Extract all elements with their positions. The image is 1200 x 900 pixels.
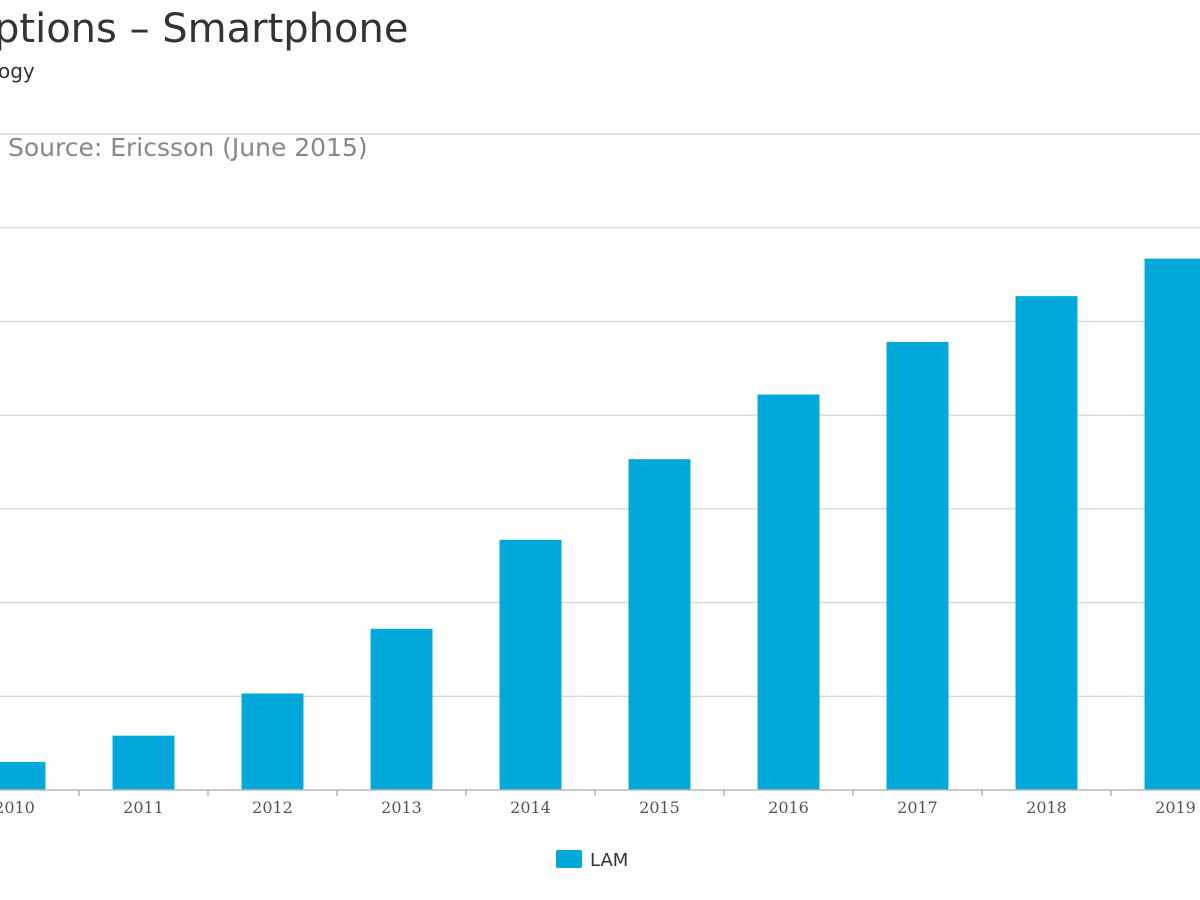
legend-label-lam: LAM <box>590 850 628 871</box>
legend[interactable]: LAM <box>556 850 628 871</box>
tick-label-2013: 2013 <box>381 798 422 817</box>
tick-label-2015: 2015 <box>639 798 680 817</box>
chart-title: ptions – Smartphone <box>0 6 408 52</box>
bar-2018 <box>1015 296 1078 790</box>
bar-2011 <box>112 735 175 790</box>
bar-2016 <box>757 394 820 790</box>
tick-label-2019: 2019 <box>1155 798 1196 817</box>
tick-label-2017: 2017 <box>897 798 938 817</box>
tick-label-2010: 2010 <box>0 798 35 817</box>
bar-2015 <box>628 459 691 790</box>
chart-source: Source: Ericsson (June 2015) <box>8 133 368 162</box>
tick-label-2012: 2012 <box>252 798 293 817</box>
bar-2017 <box>886 342 949 790</box>
tick-label-2016: 2016 <box>768 798 809 817</box>
bars <box>0 258 1200 790</box>
legend-swatch-lam <box>556 850 582 868</box>
tick-label-2011: 2011 <box>123 798 164 817</box>
x-axis-ticks: 2010 2011 2012 2013 2014 2015 2016 2017 2018 2019 <box>0 790 1196 817</box>
tick-label-2014: 2014 <box>510 798 551 817</box>
bar-2014 <box>499 539 562 790</box>
gridlines <box>0 133 1200 697</box>
chart-subtitle: ogy <box>0 59 35 83</box>
bar-2013 <box>370 628 433 790</box>
bar-2019 <box>1144 258 1200 790</box>
bar-2012 <box>241 693 304 790</box>
bar-2010 <box>0 761 46 790</box>
tick-label-2018: 2018 <box>1026 798 1067 817</box>
